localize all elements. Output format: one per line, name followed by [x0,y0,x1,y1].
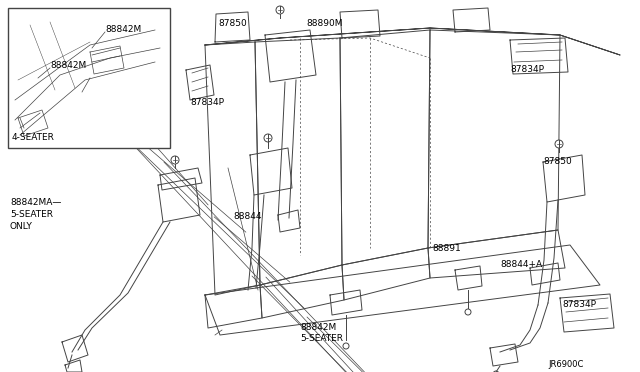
Text: 87850: 87850 [218,19,247,28]
Text: 88842M: 88842M [105,25,141,34]
Text: ONLY: ONLY [10,222,33,231]
Text: 87834P: 87834P [190,98,224,107]
Text: 88890M: 88890M [306,19,342,28]
Text: 88842M: 88842M [50,61,86,70]
Circle shape [555,140,563,148]
Text: 5-SEATER: 5-SEATER [300,334,343,343]
Text: JR6900C: JR6900C [548,360,584,369]
Text: 88844+A: 88844+A [500,260,542,269]
Text: 4-SEATER: 4-SEATER [12,133,55,142]
Bar [8,8,170,148]
Text: 87834P: 87834P [510,65,544,74]
Text: 5-SEATER: 5-SEATER [10,210,53,219]
Circle shape [264,134,272,142]
Circle shape [171,156,179,164]
Text: 88891: 88891 [432,244,461,253]
Text: 88842MA—: 88842MA— [10,198,61,207]
Text: 88844: 88844 [233,212,262,221]
Text: 87850: 87850 [543,157,572,166]
Circle shape [276,6,284,14]
Text: 88842M: 88842M [300,323,336,332]
Text: 87834P: 87834P [562,300,596,309]
